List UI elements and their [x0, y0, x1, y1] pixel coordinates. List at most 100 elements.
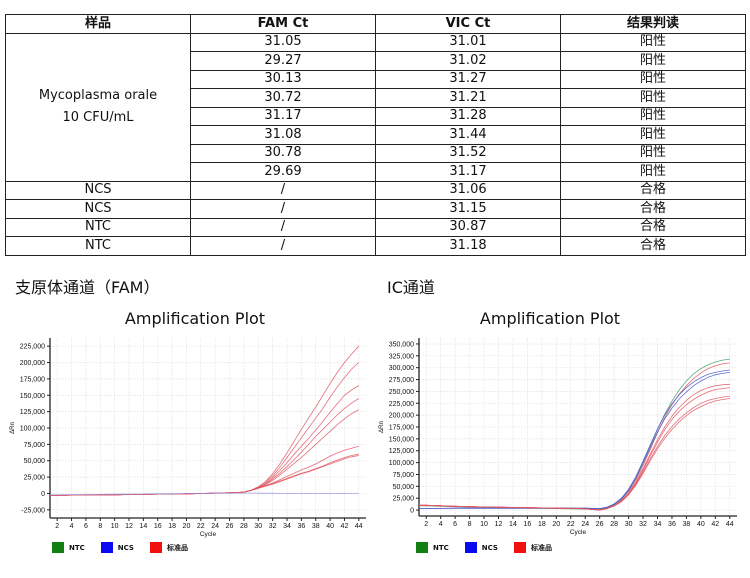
svg-text:275,000: 275,000	[389, 377, 414, 384]
svg-text:25,000: 25,000	[24, 475, 46, 482]
legend-item-ntc: NTC	[52, 542, 85, 553]
svg-text:42: 42	[711, 521, 719, 528]
svg-text:8: 8	[468, 521, 472, 528]
svg-text:75,000: 75,000	[393, 472, 415, 479]
vic-cell: 31.06	[375, 180, 561, 200]
svg-text:175,000: 175,000	[20, 376, 45, 383]
legend-swatch-standard	[149, 542, 162, 553]
svg-text:26: 26	[596, 521, 604, 528]
svg-text:42: 42	[341, 523, 349, 530]
result-cell: 阳性	[560, 106, 746, 126]
svg-text:38: 38	[683, 521, 691, 528]
svg-text:250,000: 250,000	[389, 389, 414, 396]
svg-text:14: 14	[139, 523, 147, 530]
svg-text:22: 22	[567, 521, 575, 528]
svg-text:44: 44	[726, 521, 734, 528]
svg-text:325,000: 325,000	[389, 353, 414, 360]
table-row: 31.17 31.28 阳性	[6, 106, 746, 126]
legend-swatch-ncs	[100, 542, 113, 553]
sample-concentration: 10 CFU/mL	[62, 110, 134, 125]
svg-text:12: 12	[125, 523, 133, 530]
svg-text:18: 18	[538, 521, 546, 528]
svg-text:75,000: 75,000	[24, 442, 46, 449]
legend-item-ncs: NCS	[464, 542, 498, 553]
svg-text:30: 30	[625, 521, 633, 528]
fam-channel-title: 支原体通道（FAM）	[15, 278, 160, 297]
result-cell: 阳性	[560, 162, 746, 182]
svg-text:ΔRn: ΔRn	[10, 422, 16, 434]
svg-text:100,000: 100,000	[20, 426, 45, 433]
svg-text:300,000: 300,000	[389, 365, 414, 372]
svg-text:28: 28	[240, 523, 248, 530]
svg-text:34: 34	[283, 523, 291, 530]
svg-text:50,000: 50,000	[24, 458, 46, 465]
svg-text:ΔRn: ΔRn	[379, 421, 385, 433]
svg-text:150,000: 150,000	[389, 436, 414, 443]
svg-text:14: 14	[509, 521, 517, 528]
svg-text:40: 40	[326, 523, 334, 530]
vic-cell: 31.44	[375, 125, 561, 145]
svg-text:20: 20	[183, 523, 191, 530]
svg-text:16: 16	[154, 523, 162, 530]
sample-cell: NCS	[5, 180, 191, 200]
svg-text:10: 10	[480, 521, 488, 528]
svg-text:6: 6	[453, 521, 457, 528]
svg-text:18: 18	[168, 523, 176, 530]
svg-text:200,000: 200,000	[389, 413, 414, 420]
svg-text:16: 16	[524, 521, 532, 528]
ic-amplification-plot: 0 25,000 50,000 75,000 100,000 125,000 150,000…	[379, 338, 737, 536]
vic-cell: 31.52	[375, 143, 561, 163]
svg-text:350,000: 350,000	[389, 341, 414, 348]
table-row: 30.78 31.52 阳性	[6, 143, 746, 163]
fam-cell: 30.13	[190, 69, 376, 89]
svg-text:0: 0	[41, 491, 45, 498]
svg-text:2: 2	[424, 521, 428, 528]
svg-text:125,000: 125,000	[20, 409, 45, 416]
svg-text:4: 4	[439, 521, 443, 528]
svg-text:38: 38	[312, 523, 320, 530]
svg-text:28: 28	[610, 521, 618, 528]
result-cell: 阳性	[560, 125, 746, 145]
svg-text:6: 6	[84, 523, 88, 530]
legend-swatch-standard	[513, 542, 526, 553]
svg-text:30: 30	[254, 523, 262, 530]
result-cell: 合格	[560, 236, 746, 256]
svg-text:50,000: 50,000	[393, 484, 415, 491]
svg-text:12: 12	[495, 521, 503, 528]
svg-text:225,000: 225,000	[20, 344, 45, 351]
table-row: NCS/31.06 合格	[5, 180, 746, 200]
result-table: 样品 FAM Ct VIC Ct 结果判读 Mycoplasma orale 10…	[5, 14, 746, 256]
svg-text:Cycle: Cycle	[570, 529, 587, 536]
legend-item-ncs: NCS	[100, 542, 134, 553]
vic-cell: 31.18	[375, 236, 561, 256]
sample-name: Mycoplasma orale	[38, 88, 158, 103]
table-row: NCS/31.15 合格	[5, 199, 746, 219]
sample-name-cell: Mycoplasma orale 10 CFU/mL	[5, 32, 191, 182]
legend-item-ntc: NTC	[416, 542, 449, 553]
svg-text:24: 24	[581, 521, 589, 528]
svg-text:36: 36	[297, 523, 305, 530]
legend-item-standard: 标准品	[513, 542, 552, 553]
vic-cell: 30.87	[375, 217, 561, 237]
fam-cell: 29.69	[190, 162, 376, 182]
svg-text:24: 24	[211, 523, 219, 530]
svg-text:20: 20	[552, 521, 560, 528]
svg-text:125,000: 125,000	[389, 448, 414, 455]
svg-text:150,000: 150,000	[20, 393, 45, 400]
svg-text:100,000: 100,000	[389, 460, 414, 467]
table-row: 31.08 31.44 阳性	[6, 125, 746, 145]
table-row: NTC/31.18 合格	[5, 236, 746, 256]
svg-text:40: 40	[697, 521, 705, 528]
ic-chart-legend: NTC NCS 标准品	[416, 542, 560, 553]
sample-cell: NCS	[5, 199, 191, 219]
sample-cell: NTC	[5, 217, 191, 237]
svg-text:26: 26	[226, 523, 234, 530]
svg-text:200,000: 200,000	[20, 360, 45, 367]
svg-text:44: 44	[355, 523, 363, 530]
table-row: 30.72 31.21 阳性	[6, 88, 746, 108]
svg-text:-25,000: -25,000	[21, 507, 45, 514]
ic-channel-title: IC通道	[387, 278, 435, 297]
svg-text:10: 10	[111, 523, 119, 530]
legend-swatch-ntc	[416, 542, 428, 553]
